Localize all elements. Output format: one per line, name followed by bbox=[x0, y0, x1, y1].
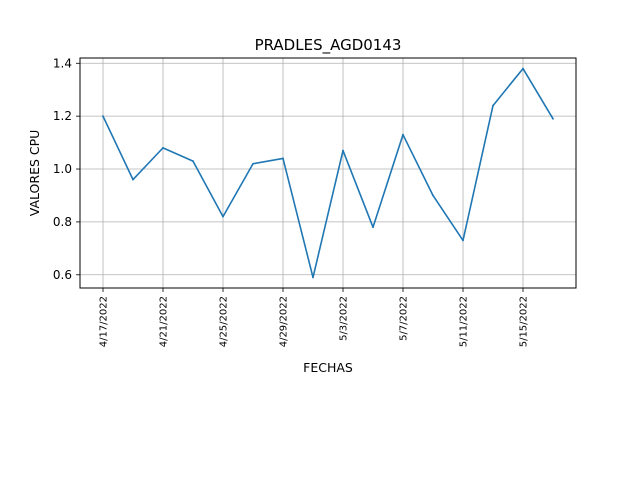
data-point bbox=[462, 239, 464, 242]
y-tick-label: 1.2 bbox=[53, 109, 72, 123]
x-tick-label: 5/15/2022 bbox=[519, 296, 530, 347]
data-point bbox=[102, 115, 104, 118]
data-point bbox=[192, 160, 194, 163]
y-tick-label: 0.8 bbox=[53, 215, 72, 229]
data-point bbox=[402, 133, 404, 136]
grid bbox=[80, 58, 576, 288]
x-tick-label: 4/17/2022 bbox=[99, 296, 110, 347]
chart-title: PRADLES_AGD0143 bbox=[255, 36, 402, 55]
data-point bbox=[222, 215, 224, 218]
y-tick-label: 1.0 bbox=[53, 162, 72, 176]
data-point bbox=[432, 194, 434, 197]
x-tick-label: 5/11/2022 bbox=[459, 296, 470, 347]
x-tick-label: 4/21/2022 bbox=[159, 296, 170, 347]
data-point bbox=[162, 146, 164, 149]
data-point bbox=[552, 117, 554, 120]
data-point bbox=[522, 67, 524, 70]
y-axis-label: VALORES CPU bbox=[27, 130, 42, 217]
data-point bbox=[372, 226, 374, 229]
data-point bbox=[282, 157, 284, 160]
y-tick-label: 0.6 bbox=[53, 268, 72, 282]
x-axis-label: FECHAS bbox=[303, 360, 353, 375]
x-tick-label: 5/3/2022 bbox=[339, 296, 350, 341]
x-tick-label: 4/25/2022 bbox=[219, 296, 230, 347]
x-tick-label: 5/7/2022 bbox=[399, 296, 410, 341]
x-tick-label: 4/29/2022 bbox=[279, 296, 290, 347]
data-point bbox=[312, 276, 314, 279]
data-point bbox=[492, 104, 494, 107]
data-point bbox=[342, 149, 344, 152]
data-point bbox=[132, 178, 134, 181]
plot-frame bbox=[79, 57, 577, 289]
y-axis: 0.6 0.8 1.0 1.2 1.4 bbox=[53, 56, 80, 282]
y-tick-label: 1.4 bbox=[53, 56, 72, 70]
series-line bbox=[102, 67, 554, 279]
series-group bbox=[102, 67, 554, 279]
data-point bbox=[252, 162, 254, 165]
x-axis: 4/17/2022 4/21/2022 4/25/2022 4/29/2022 5/3/… bbox=[99, 288, 530, 347]
